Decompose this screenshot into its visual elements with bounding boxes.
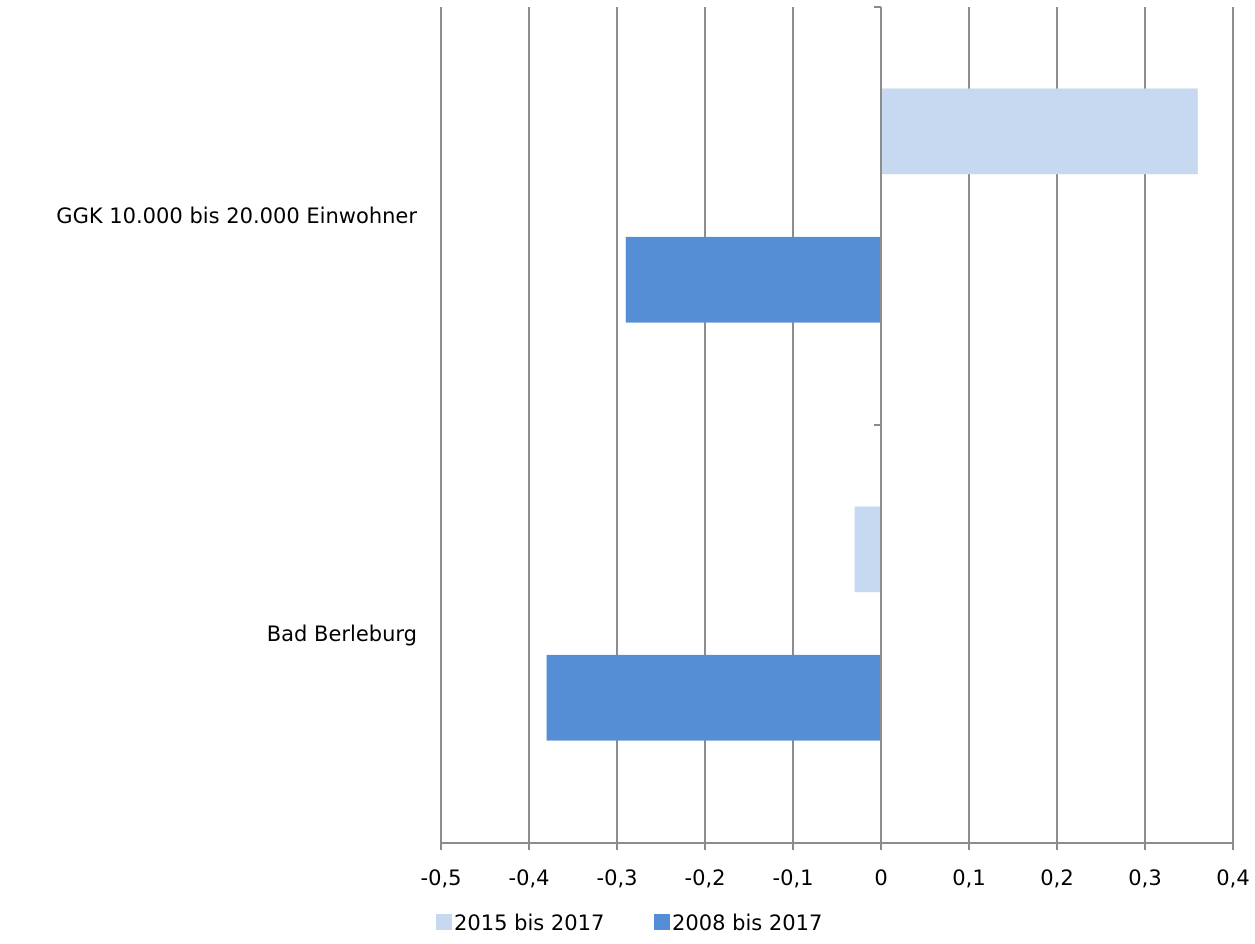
- x-tick-label: -0,3: [597, 866, 638, 890]
- x-tick-label: -0,2: [685, 866, 726, 890]
- labels: -0,5 -0,4 -0,3 -0,2 -0,1 0 0,1 0,2 0,3 0,4 GGK 10.…: [56, 204, 1249, 890]
- x-tick-label: 0,3: [1128, 866, 1161, 890]
- bars: [546, 88, 1198, 741]
- legend-label: 2015 bis 2017: [454, 911, 604, 935]
- bar-series-1: [854, 506, 881, 593]
- category-label: Bad Berleburg: [267, 622, 417, 646]
- bar-series-2: [625, 236, 881, 323]
- bar-series-1: [881, 88, 1198, 175]
- legend-label: 2008 bis 2017: [672, 911, 822, 935]
- x-tick-label: -0,1: [773, 866, 814, 890]
- axes: [440, 6, 1234, 850]
- x-tick-label: -0,4: [509, 866, 550, 890]
- legend-swatch: [436, 914, 452, 930]
- bar-series-2: [546, 654, 881, 741]
- x-tick-label: 0,2: [1040, 866, 1073, 890]
- legend-swatch: [654, 914, 670, 930]
- x-tick-label: 0,4: [1216, 866, 1249, 890]
- x-tick-label: 0,1: [952, 866, 985, 890]
- x-tick-label: -0,5: [421, 866, 462, 890]
- category-label: GGK 10.000 bis 20.000 Einwohner: [56, 204, 417, 228]
- legend: 2015 bis 2017 2008 bis 2017: [436, 911, 822, 935]
- x-tick-label: 0: [874, 866, 887, 890]
